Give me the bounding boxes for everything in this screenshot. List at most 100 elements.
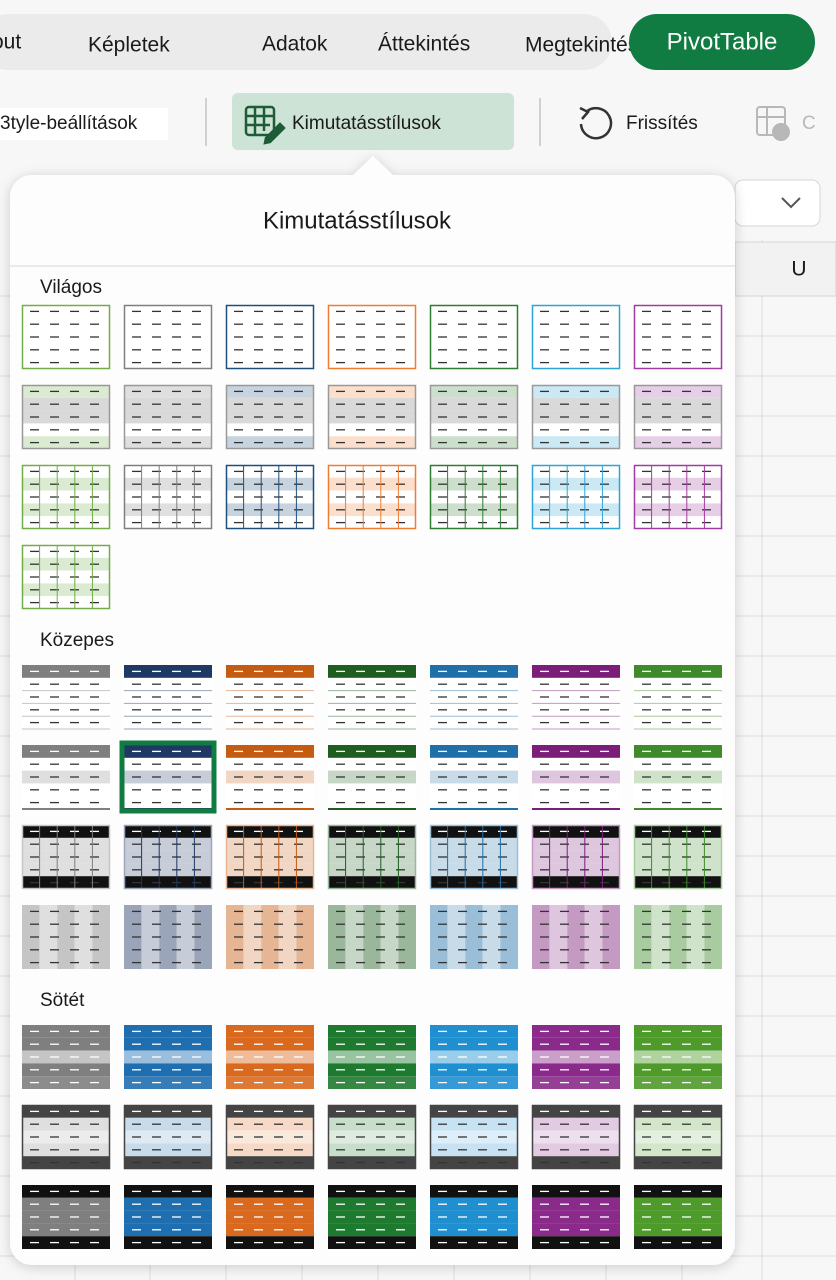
style-thumbnail[interactable] <box>430 1025 518 1089</box>
style-thumbnail[interactable] <box>226 1185 314 1249</box>
style-thumbnail[interactable] <box>532 1025 620 1089</box>
toolbar-button-active[interactable] <box>232 93 514 150</box>
style-thumbnail[interactable] <box>327 384 417 450</box>
style-thumbnail[interactable] <box>328 1025 416 1089</box>
style-thumbnail[interactable] <box>124 665 212 730</box>
thumb-col <box>141 905 160 969</box>
style-thumbnail[interactable] <box>328 665 416 730</box>
style-thumbnail[interactable] <box>328 905 416 969</box>
thumb-band <box>328 745 416 758</box>
style-thumbnail[interactable] <box>226 905 314 969</box>
style-thumbnail[interactable] <box>531 384 621 450</box>
style-thumbnail[interactable] <box>119 740 217 814</box>
style-thumbnail[interactable] <box>22 1185 110 1249</box>
style-thumbnail[interactable] <box>634 1025 722 1089</box>
thumb-band <box>328 516 416 529</box>
style-thumbnail[interactable] <box>123 384 213 450</box>
thumb-col <box>159 905 177 969</box>
style-thumbnail[interactable] <box>532 665 620 730</box>
style-thumbnail[interactable] <box>531 824 621 890</box>
style-thumbnail[interactable] <box>430 665 518 730</box>
style-thumbnail[interactable] <box>634 745 722 810</box>
style-thumbnail[interactable] <box>634 665 722 730</box>
style-thumbnail[interactable] <box>21 304 111 370</box>
thumb-band <box>328 436 416 449</box>
thumb-col <box>398 905 416 969</box>
thumb-band <box>124 1156 212 1169</box>
style-thumbnail[interactable] <box>429 304 519 370</box>
style-thumbnail[interactable] <box>633 824 723 890</box>
style-thumbnail[interactable] <box>124 1185 212 1249</box>
style-thumbnail[interactable] <box>226 665 314 730</box>
thumb-border <box>531 824 621 890</box>
style-thumbnail[interactable] <box>430 745 518 810</box>
style-thumbnail[interactable] <box>22 665 110 730</box>
style-thumbnail[interactable] <box>22 745 110 810</box>
style-thumbnail[interactable] <box>226 745 314 810</box>
column-header-cell[interactable] <box>734 241 836 297</box>
tab[interactable]: Megtekintés <box>525 34 638 57</box>
thumb-band <box>430 825 518 838</box>
style-thumbnail[interactable] <box>531 1104 621 1170</box>
style-thumbnail[interactable] <box>328 745 416 810</box>
style-thumbnail[interactable] <box>225 464 315 530</box>
thumb-band <box>22 1197 110 1211</box>
style-thumbnail[interactable] <box>430 1185 518 1249</box>
style-thumbnail[interactable] <box>532 745 620 810</box>
style-thumbnail[interactable] <box>429 384 519 450</box>
thumb-band <box>430 837 518 851</box>
toolbar-button[interactable] <box>0 108 168 140</box>
style-thumbnail[interactable] <box>123 304 213 370</box>
style-thumbnail[interactable] <box>429 464 519 530</box>
style-thumbnail[interactable] <box>124 905 212 969</box>
style-thumbnail[interactable] <box>633 464 723 530</box>
thumb-band <box>124 1076 212 1089</box>
active-tab[interactable] <box>629 14 815 70</box>
thumb-band <box>124 305 212 318</box>
style-thumbnail[interactable] <box>21 824 111 890</box>
thumb-band <box>328 1025 416 1038</box>
style-thumbnail[interactable] <box>634 1185 722 1249</box>
style-thumbnail[interactable] <box>429 824 519 890</box>
style-thumbnail[interactable] <box>123 1104 213 1170</box>
style-thumbnail[interactable] <box>327 464 417 530</box>
style-thumbnail[interactable] <box>429 1104 519 1170</box>
tab[interactable]: out <box>0 31 21 54</box>
style-thumbnail[interactable] <box>225 824 315 890</box>
tab[interactable]: Áttekintés <box>378 33 470 56</box>
style-thumbnail[interactable] <box>328 1185 416 1249</box>
style-thumbnail[interactable] <box>226 1025 314 1089</box>
style-thumbnail[interactable] <box>327 304 417 370</box>
style-thumbnail[interactable] <box>21 464 111 530</box>
style-thumbnail[interactable] <box>123 464 213 530</box>
thumb-band <box>532 385 620 398</box>
toolbar-label: 3tyle-beállítások <box>0 113 138 134</box>
tab[interactable]: Adatok <box>262 33 328 56</box>
style-thumbnail[interactable] <box>327 1104 417 1170</box>
style-thumbnail[interactable] <box>634 905 722 969</box>
style-thumbnail[interactable] <box>21 384 111 450</box>
style-thumbnail[interactable] <box>21 1104 111 1170</box>
style-thumbnail[interactable] <box>225 384 315 450</box>
name-box[interactable] <box>734 179 821 227</box>
style-thumbnail[interactable] <box>22 1025 110 1089</box>
style-thumbnail[interactable] <box>22 905 110 969</box>
thumb-band <box>22 557 110 571</box>
style-thumbnail[interactable] <box>531 304 621 370</box>
tab[interactable]: Képletek <box>88 34 170 57</box>
style-thumbnail[interactable] <box>225 304 315 370</box>
style-thumbnail[interactable] <box>123 824 213 890</box>
style-thumbnail[interactable] <box>21 544 111 610</box>
thumb-band <box>328 490 416 504</box>
style-thumbnail[interactable] <box>532 1185 620 1249</box>
style-thumbnail[interactable] <box>327 824 417 890</box>
style-thumbnail[interactable] <box>633 384 723 450</box>
style-thumbnail[interactable] <box>430 905 518 969</box>
style-thumbnail[interactable] <box>124 1025 212 1089</box>
style-thumbnail[interactable] <box>225 1104 315 1170</box>
thumb-border <box>225 1104 315 1170</box>
style-thumbnail[interactable] <box>532 905 620 969</box>
style-thumbnail[interactable] <box>633 1104 723 1170</box>
style-thumbnail[interactable] <box>633 304 723 370</box>
style-thumbnail[interactable] <box>531 464 621 530</box>
